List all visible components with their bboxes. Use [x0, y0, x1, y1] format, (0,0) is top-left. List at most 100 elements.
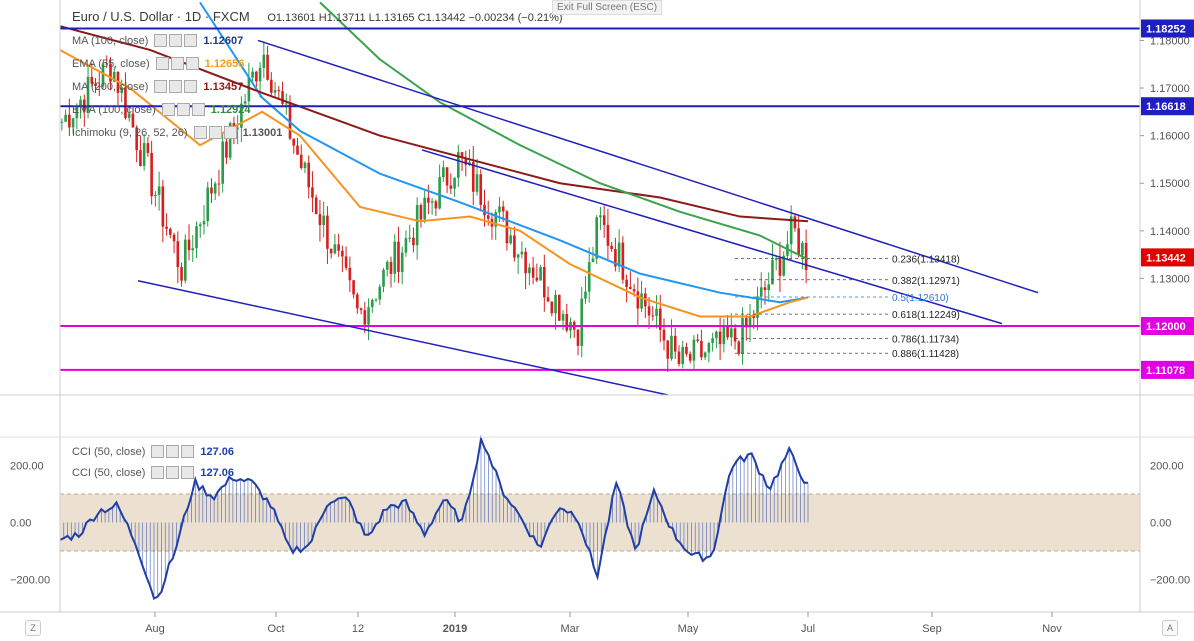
zoom-reset-button[interactable]: Z: [25, 620, 41, 636]
cci-legend-buttons[interactable]: [151, 466, 195, 479]
eye-icon[interactable]: [151, 445, 165, 458]
candle-body: [296, 145, 299, 155]
candle-body: [737, 341, 741, 354]
candle-body: [165, 226, 168, 229]
ohlc-low: L1.13165: [368, 12, 415, 24]
cci-legend-row[interactable]: CCI (50, close) 127.06: [72, 466, 234, 479]
candle-body: [711, 338, 714, 344]
legend-buttons[interactable]: [155, 57, 199, 70]
exit-fullscreen-button[interactable]: Exit Full Screen (ESC): [552, 0, 663, 15]
price-tick-label: 1.18000: [1150, 35, 1190, 47]
candle-body: [135, 127, 138, 151]
time-tick-label: 2019: [443, 623, 467, 635]
eye-icon[interactable]: [155, 57, 169, 70]
candle-body: [692, 339, 696, 361]
candle-body: [494, 212, 498, 227]
candle-body: [71, 118, 75, 128]
price-tag-label: 1.12000: [1146, 321, 1186, 333]
channel-mid[interactable]: [421, 149, 1003, 325]
legend-row[interactable]: MA (100, close) 1.12607: [72, 34, 243, 47]
candle-body: [64, 114, 67, 122]
candle-body: [546, 297, 550, 302]
close-icon[interactable]: [184, 80, 198, 93]
cci-legend-row[interactable]: CCI (50, close) 127.06: [72, 445, 234, 458]
candle-body: [236, 127, 239, 129]
drawn-lines[interactable]: [60, 27, 1140, 396]
gear-icon[interactable]: [169, 34, 183, 47]
candle-body: [337, 244, 340, 251]
candle-body: [419, 205, 423, 220]
eye-icon[interactable]: [161, 103, 175, 116]
price-tag-label: 1.11078: [1146, 365, 1185, 377]
gear-icon[interactable]: [166, 466, 180, 479]
close-icon[interactable]: [223, 126, 237, 139]
close-icon[interactable]: [185, 57, 199, 70]
candle-body: [673, 335, 677, 352]
cci-legend-value: 127.06: [200, 445, 235, 458]
eye-icon[interactable]: [193, 126, 207, 139]
legend-buttons[interactable]: [154, 80, 198, 93]
price-tick-label: 1.13000: [1150, 273, 1190, 285]
candle-body: [79, 99, 82, 107]
cci-legend-buttons[interactable]: [151, 445, 195, 458]
candle-body: [292, 138, 296, 146]
candle-body: [191, 248, 195, 251]
candle-body: [206, 187, 210, 222]
legend-label: MA (200, close): [72, 80, 149, 93]
candle-body: [767, 284, 771, 291]
candle-body: [629, 286, 632, 290]
legend-row[interactable]: EMA (55, close) 1.12656: [72, 57, 244, 70]
candle-body: [344, 256, 348, 268]
symbol-name[interactable]: Euro / U.S. Dollar · 1D · FXCM: [72, 9, 250, 24]
candle-body: [539, 267, 542, 281]
close-icon[interactable]: [181, 445, 195, 458]
auto-scale-button[interactable]: A: [1162, 620, 1178, 636]
legend-buttons[interactable]: [154, 34, 198, 47]
candle-body: [733, 328, 737, 342]
candle-body: [688, 353, 692, 361]
channel-lower[interactable]: [137, 280, 669, 396]
candle-body: [382, 269, 385, 287]
candle-body: [299, 154, 303, 168]
candle-body: [471, 162, 475, 192]
gear-icon[interactable]: [166, 445, 180, 458]
fib-label: 0.886(1.11428): [892, 349, 959, 360]
candle-body: [400, 252, 404, 272]
candle-body: [176, 241, 180, 268]
candle-body: [198, 224, 202, 227]
time-tick-label: Sep: [922, 623, 942, 635]
ohlc-close: C1.13442: [417, 12, 466, 24]
gear-icon[interactable]: [170, 57, 184, 70]
fib-label: 0.5(1.12610): [892, 293, 949, 304]
gear-icon[interactable]: [169, 80, 183, 93]
eye-icon[interactable]: [151, 466, 165, 479]
candle-body: [341, 250, 344, 257]
close-icon[interactable]: [181, 466, 195, 479]
candle-body: [427, 197, 430, 203]
legend-row[interactable]: EMA (100, close) 1.12924: [72, 103, 251, 116]
fibonacci-levels[interactable]: 0.236(1.13418) 0.382(1.12971) 0.5(1.12610)…: [735, 255, 960, 361]
candle-body: [509, 235, 512, 244]
moving-averages: [59, 1, 809, 318]
candle-body: [120, 87, 124, 93]
candle-body: [412, 237, 415, 246]
price-tick-label: 1.17000: [1150, 83, 1190, 95]
legend-buttons[interactable]: [161, 103, 205, 116]
time-tick-label: Aug: [145, 623, 165, 635]
candle-body: [255, 71, 258, 82]
close-icon[interactable]: [191, 103, 205, 116]
legend-row[interactable]: Ichimoku (9, 26, 52, 26) 1.13001: [72, 126, 282, 139]
channel-upper[interactable]: [257, 39, 1039, 294]
eye-icon[interactable]: [154, 34, 168, 47]
eye-icon[interactable]: [154, 80, 168, 93]
gear-icon[interactable]: [176, 103, 190, 116]
candle-body: [460, 152, 464, 158]
close-icon[interactable]: [184, 34, 198, 47]
gear-icon[interactable]: [208, 126, 222, 139]
legend-buttons[interactable]: [193, 126, 237, 139]
candle-body: [228, 123, 232, 158]
candle-body: [333, 244, 337, 254]
legend-row[interactable]: MA (200, close) 1.13457: [72, 80, 243, 93]
candle-body: [793, 216, 797, 229]
